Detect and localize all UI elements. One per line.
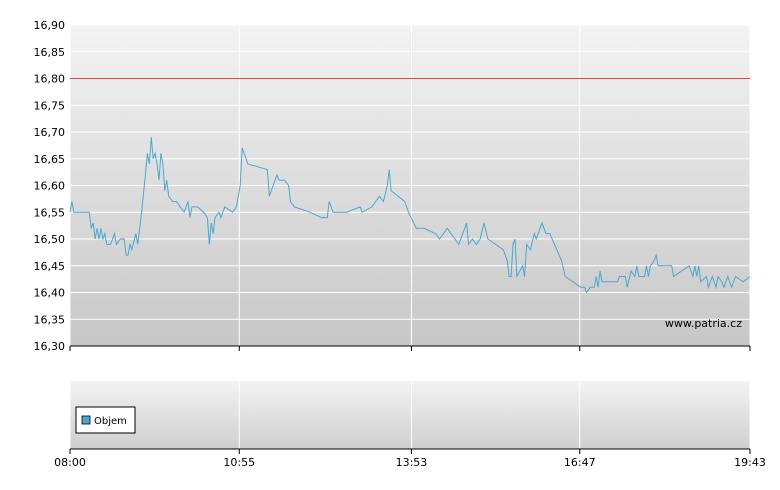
y-tick-label: 16,35	[34, 313, 66, 326]
x-tick-label: 19:43	[734, 456, 766, 469]
x-tick-label: 16:47	[564, 456, 596, 469]
y-axis-tick-labels: 16,90 16,85 16,80 16,75 16,70 16,65 16,60 16,55…	[34, 19, 66, 353]
y-tick-label: 16,40	[34, 287, 66, 300]
y-tick-label: 16,45	[34, 260, 66, 273]
y-tick-label: 16,50	[34, 233, 66, 246]
y-tick-label: 16,55	[34, 206, 66, 219]
volume-plot-background	[70, 381, 750, 449]
volume-legend: Objem	[75, 406, 136, 434]
y-tick-label: 16,90	[34, 19, 66, 32]
x-axis-tick-labels: 08:00 10:55 13:53 16:47 19:43	[54, 456, 766, 469]
price-series-line	[69, 137, 751, 294]
x-tick-label: 08:00	[54, 456, 86, 469]
y-tick-label: 16,30	[34, 340, 66, 353]
y-tick-label: 16,60	[34, 180, 66, 193]
volume-x-tickmarks	[69, 449, 751, 454]
y-tick-label: 16,70	[34, 126, 66, 139]
y-tick-label: 16,65	[34, 153, 66, 166]
volume-x-gridlines	[69, 381, 751, 449]
x-tick-label: 10:55	[223, 456, 255, 469]
legend-label: Objem	[94, 416, 127, 427]
y-tick-label: 16,80	[34, 73, 66, 86]
x-tick-label: 13:53	[396, 456, 428, 469]
legend-swatch	[81, 415, 91, 425]
price-x-tickmarks	[69, 346, 751, 351]
y-tick-label: 16,75	[34, 99, 66, 112]
watermark: www.patria.cz	[665, 317, 742, 330]
y-tick-label: 16,85	[34, 46, 66, 59]
